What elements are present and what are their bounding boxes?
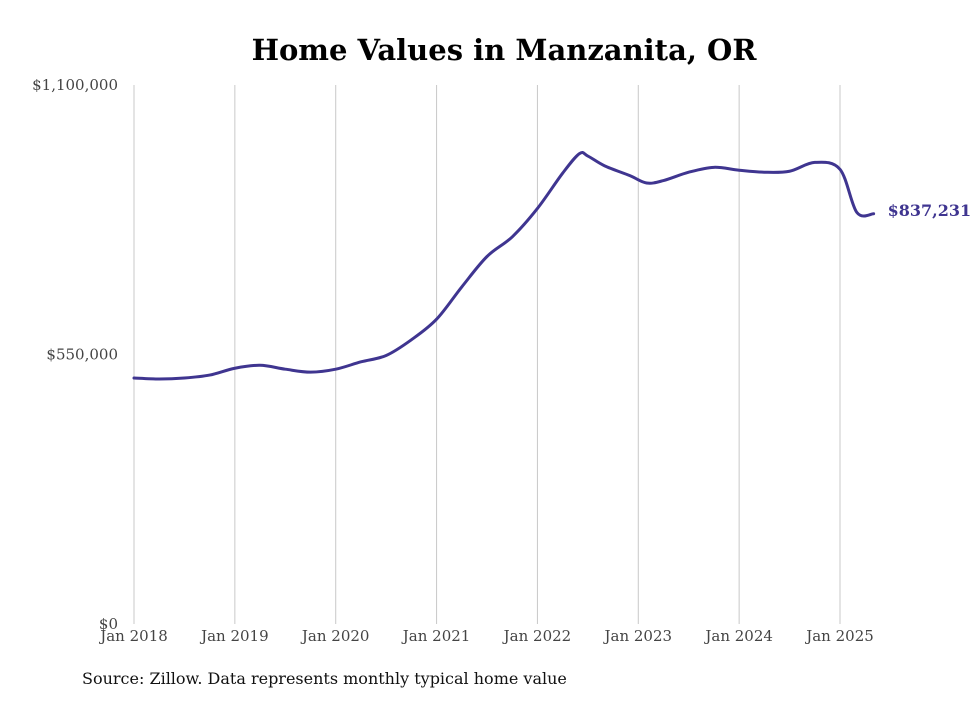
source-note: Source: Zillow. Data represents monthly … xyxy=(82,669,567,688)
y-axis-ticks: $0 $550,000 $1,100,000 xyxy=(32,76,118,633)
gridlines xyxy=(133,85,841,624)
y-tick-label: $0 xyxy=(99,615,118,633)
x-tick-label: Jan 2021 xyxy=(401,627,471,645)
x-axis-ticks: Jan 2018 Jan 2019 Jan 2020 Jan 2021 Jan 2022… xyxy=(98,627,874,645)
chart-title: Home Values in Manzanita, OR xyxy=(252,33,758,67)
x-tick-label: Jan 2025 xyxy=(804,627,874,645)
x-tick-label: Jan 2019 xyxy=(199,627,269,645)
series-line xyxy=(132,150,876,381)
y-tick-label: $550,000 xyxy=(46,346,118,364)
x-tick-label: Jan 2018 xyxy=(98,627,168,645)
x-tick-label: Jan 2020 xyxy=(300,627,370,645)
end-value-label: $837,231 xyxy=(888,201,972,220)
y-tick-label: $1,100,000 xyxy=(32,76,118,94)
x-tick-label: Jan 2024 xyxy=(703,627,773,645)
x-tick-label: Jan 2022 xyxy=(502,627,572,645)
x-tick-label: Jan 2023 xyxy=(603,627,673,645)
